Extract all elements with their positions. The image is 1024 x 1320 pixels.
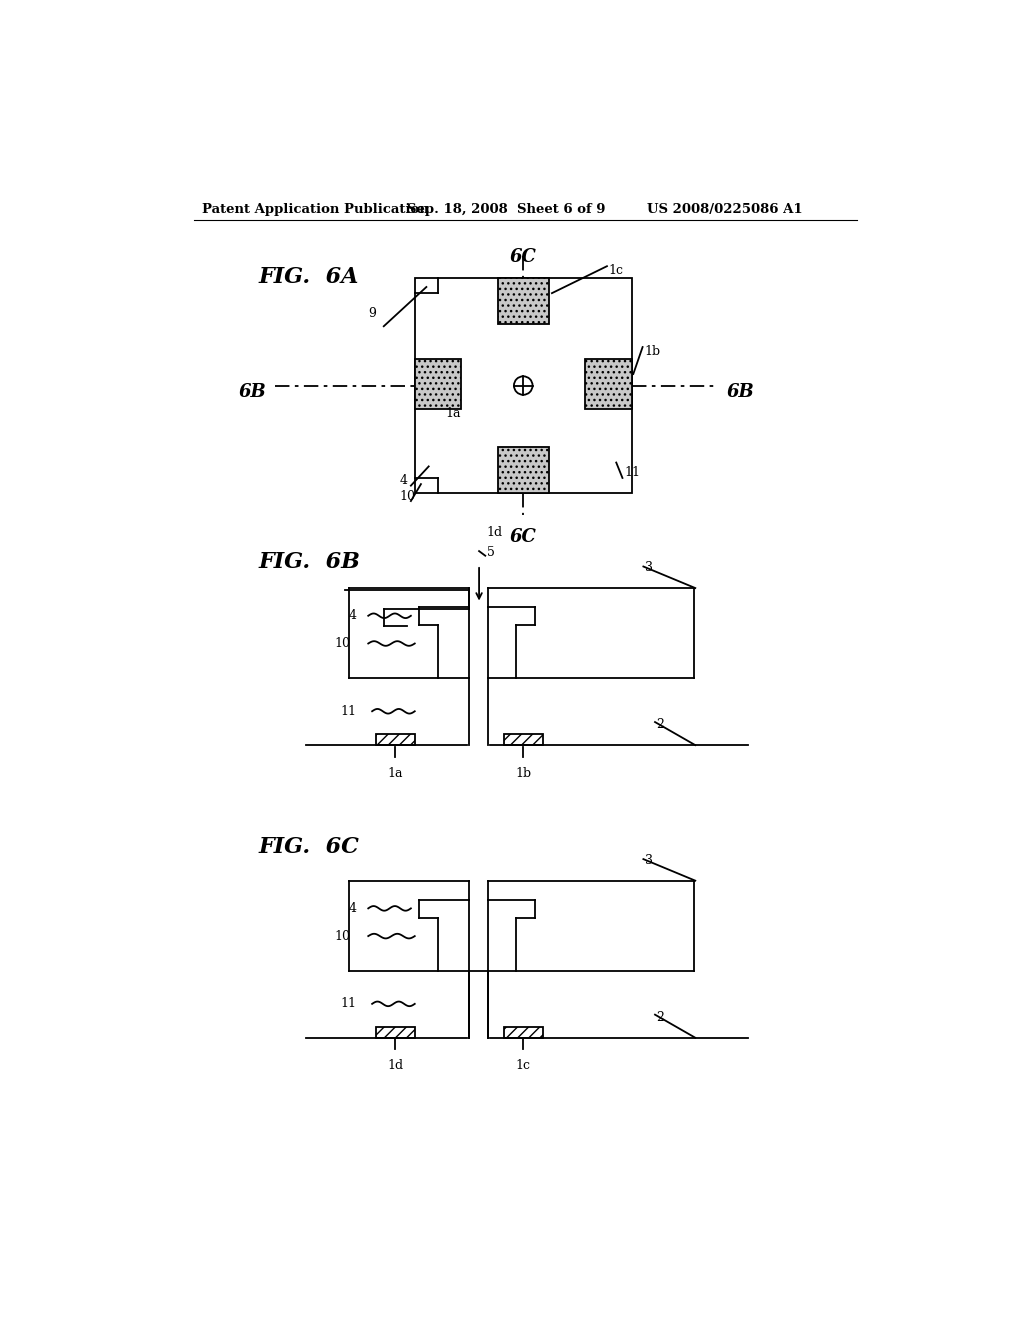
Text: 3: 3	[645, 561, 653, 574]
Text: 10: 10	[399, 490, 416, 503]
Text: Patent Application Publication: Patent Application Publication	[202, 203, 428, 216]
Text: 10: 10	[335, 929, 350, 942]
Text: 1a: 1a	[388, 767, 403, 780]
Text: 1b: 1b	[515, 767, 531, 780]
Text: 5: 5	[486, 545, 495, 558]
Text: 4: 4	[348, 902, 356, 915]
Text: 2: 2	[656, 718, 665, 731]
Text: US 2008/0225086 A1: US 2008/0225086 A1	[647, 203, 803, 216]
Text: 1b: 1b	[644, 345, 660, 358]
Text: 6B: 6B	[239, 383, 266, 401]
Text: 6C: 6C	[510, 528, 537, 546]
Bar	[376, 1027, 415, 1038]
Bar	[504, 734, 543, 744]
Text: FIG.  6B: FIG. 6B	[258, 552, 360, 573]
Bar	[504, 1027, 543, 1038]
Text: 3: 3	[645, 854, 653, 867]
Bar	[415, 277, 632, 494]
Text: 6B: 6B	[726, 383, 754, 401]
Text: 1c: 1c	[516, 1059, 530, 1072]
Text: 4: 4	[399, 474, 408, 487]
Text: 1a: 1a	[445, 407, 461, 420]
Bar	[499, 277, 549, 323]
Text: 1c: 1c	[608, 264, 624, 277]
Bar	[415, 359, 461, 409]
Text: 6C: 6C	[510, 248, 537, 267]
Text: 2: 2	[656, 1011, 665, 1024]
Text: 10: 10	[335, 638, 350, 649]
Text: 1d: 1d	[486, 525, 503, 539]
Bar	[376, 734, 415, 744]
Bar	[586, 359, 632, 409]
Text: 11: 11	[341, 705, 356, 718]
Text: 11: 11	[341, 998, 356, 1010]
Circle shape	[514, 376, 532, 395]
Text: Sep. 18, 2008  Sheet 6 of 9: Sep. 18, 2008 Sheet 6 of 9	[407, 203, 605, 216]
Text: 1d: 1d	[387, 1059, 403, 1072]
Bar	[499, 447, 549, 494]
Text: FIG.  6C: FIG. 6C	[258, 836, 359, 858]
Text: 4: 4	[348, 610, 356, 622]
Text: 11: 11	[624, 466, 640, 479]
Text: FIG.  6A: FIG. 6A	[258, 267, 358, 288]
Circle shape	[439, 302, 607, 469]
Text: 9: 9	[368, 308, 376, 321]
